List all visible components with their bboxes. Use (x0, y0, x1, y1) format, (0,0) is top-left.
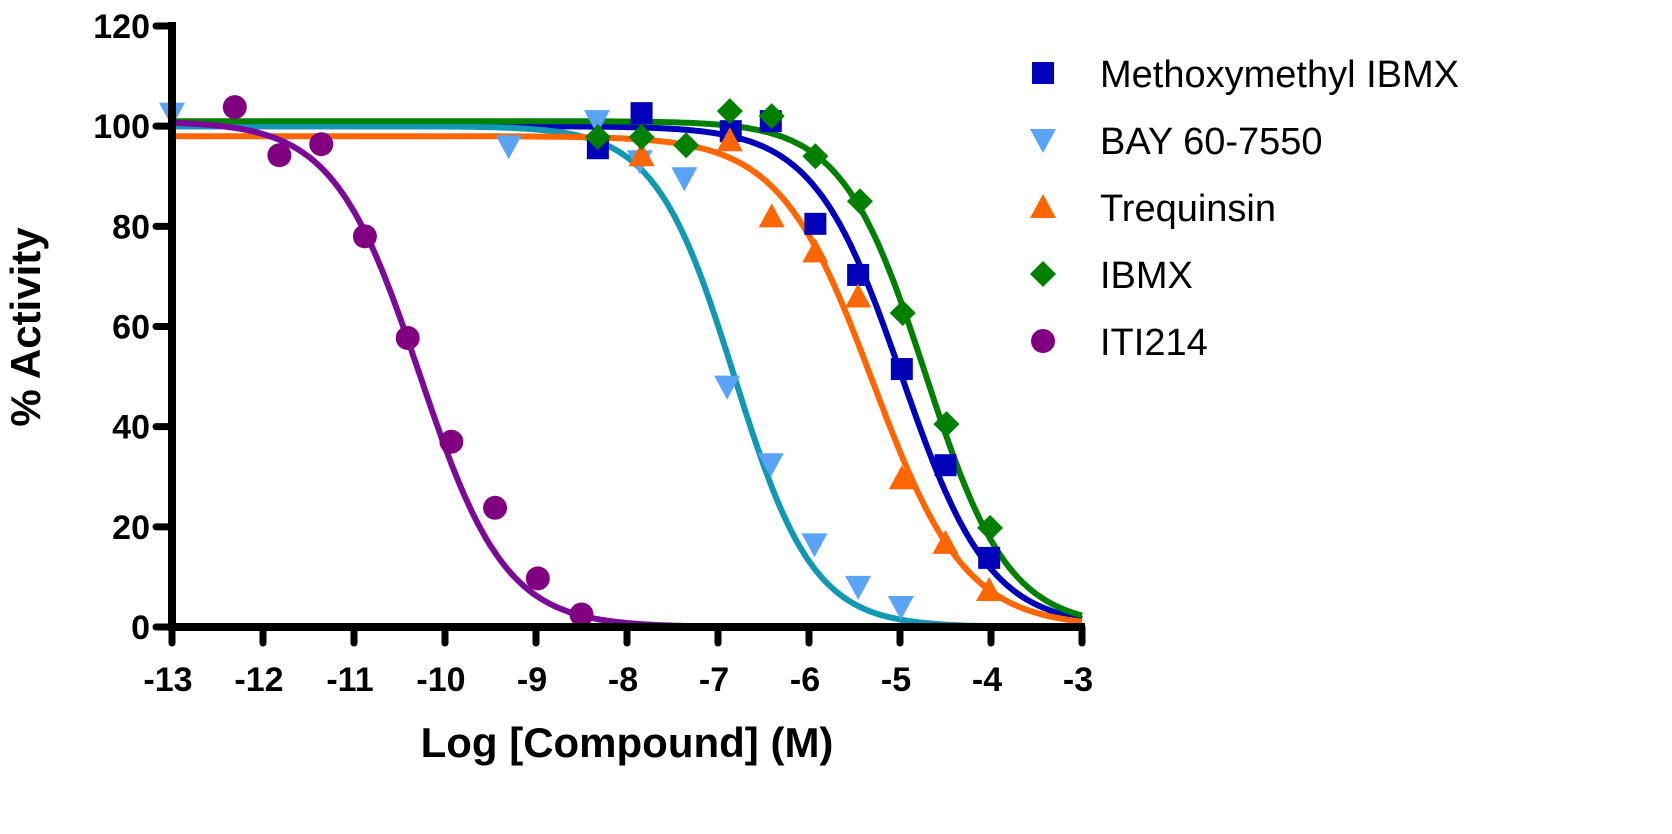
data-point (933, 411, 960, 438)
x-tick-label: -4 (972, 661, 1002, 699)
data-point (887, 595, 914, 620)
data-point (890, 358, 913, 381)
y-axis-label: % Activity (2, 227, 49, 427)
data-point (758, 103, 785, 130)
data-point (395, 326, 420, 351)
data-point (628, 142, 655, 167)
data-point (628, 124, 655, 151)
legend: Methoxymethyl IBMX BAY 60-7550 Trequinsin I… (1030, 54, 1459, 364)
legend-marker (1031, 329, 1055, 353)
data-point (978, 546, 1001, 569)
data-point (801, 533, 828, 558)
y-tick-label: 120 (93, 8, 150, 46)
data-point (889, 299, 916, 326)
data-point (845, 283, 872, 308)
legend-marker (1032, 62, 1054, 84)
data-point (932, 529, 959, 554)
data-point (888, 465, 915, 490)
data-point (584, 124, 611, 151)
data-point (846, 188, 873, 215)
data-point (630, 102, 653, 125)
x-tick-label: -12 (234, 661, 283, 699)
x-tick-label: -11 (326, 661, 373, 699)
data-point (352, 224, 377, 249)
legend-label: ITI214 (1100, 322, 1208, 364)
y-tick-label: 40 (112, 409, 150, 447)
x-axis-label: Log [Compound] (M) (421, 719, 834, 766)
x-tick-label: -13 (143, 661, 192, 699)
legend-marker (1030, 194, 1056, 218)
data-point (583, 110, 610, 135)
data-point (495, 135, 522, 160)
x-tick-label: -5 (881, 661, 911, 699)
fit-curve (172, 118, 1083, 619)
x-tick-label: -3 (1063, 661, 1093, 699)
data-point (934, 454, 957, 477)
y-tick-label: 60 (112, 309, 150, 347)
data-point (802, 238, 829, 263)
x-tick-label: -6 (790, 661, 820, 699)
data-point (525, 566, 550, 591)
x-tick-label: -8 (608, 661, 638, 699)
y-tick-label: 80 (112, 208, 150, 246)
data-point (569, 602, 594, 627)
data-point (802, 143, 829, 170)
y-tick-label: 20 (112, 509, 150, 547)
x-tick-label: -7 (699, 661, 729, 699)
legend-marker (1030, 261, 1056, 287)
data-point (439, 429, 464, 454)
data-point (673, 132, 700, 159)
data-point (845, 575, 872, 600)
legend-label: IBMX (1100, 255, 1193, 297)
data-point (309, 132, 334, 157)
legend-label: Methoxymethyl IBMX (1100, 54, 1459, 96)
data-points (159, 95, 1004, 627)
data-point (977, 514, 1004, 541)
x-tick-label: -9 (517, 661, 547, 699)
data-point (757, 453, 784, 478)
data-point (804, 212, 827, 235)
legend-marker (1030, 129, 1056, 153)
data-point (716, 127, 743, 152)
data-point (671, 167, 698, 192)
x-tick-label: -10 (416, 661, 465, 699)
legend-label: BAY 60-7550 (1100, 121, 1323, 163)
axes: 0 20 40 60 80 100 120 -13 -12 -11 -10 -9 -8 -7 -6 -5 -4 -… (93, 8, 1093, 699)
y-tick-label: 0 (131, 609, 150, 647)
data-point (483, 495, 508, 520)
data-point (758, 203, 785, 228)
legend-label: Trequinsin (1100, 188, 1276, 230)
data-point (716, 98, 743, 125)
data-point (267, 143, 292, 168)
data-point (847, 263, 870, 286)
data-point (976, 576, 1003, 601)
y-tick-label: 100 (93, 108, 150, 146)
data-point (714, 375, 741, 400)
data-point (222, 95, 247, 120)
